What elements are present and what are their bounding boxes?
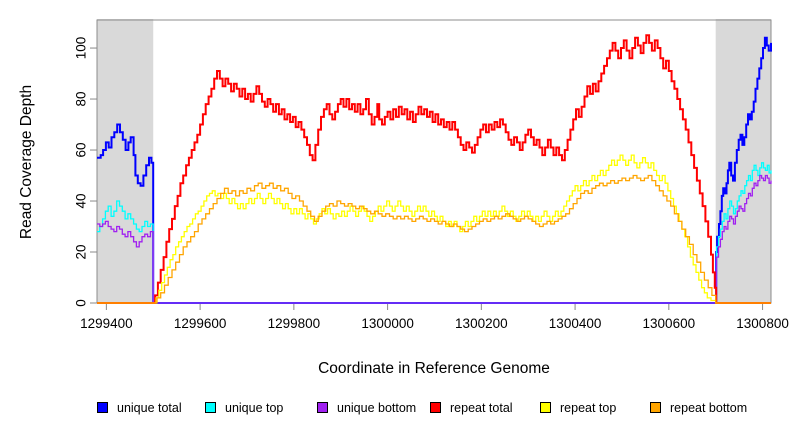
legend-item-unique-top: unique top xyxy=(205,400,284,415)
y-tick-label: 80 xyxy=(74,92,89,107)
legend-label: unique top xyxy=(225,400,284,415)
y-tick-label: 60 xyxy=(74,143,89,158)
legend-swatch-unique-bottom xyxy=(317,402,328,413)
x-tick-label: 1299800 xyxy=(268,316,321,331)
legend-item-repeat-top: repeat top xyxy=(540,400,617,415)
plot-border xyxy=(96,19,772,304)
x-tick-label: 1300200 xyxy=(455,316,508,331)
legend-label: repeat top xyxy=(560,400,617,415)
series-line-repeat-top xyxy=(97,154,771,304)
legend-label: repeat bottom xyxy=(670,400,748,415)
legend-item-repeat-bottom: repeat bottom xyxy=(650,400,748,415)
y-axis-title: Read Coverage Depth xyxy=(18,85,35,239)
legend-item-unique-total: unique total xyxy=(97,400,182,415)
legend-swatch-unique-total xyxy=(97,402,108,413)
x-tick-label: 1300600 xyxy=(643,316,696,331)
series-group xyxy=(97,34,772,304)
series-line-repeat-total xyxy=(97,34,771,304)
legend-swatch-repeat-top xyxy=(540,402,551,413)
legend-label: repeat total xyxy=(450,400,513,415)
series-line-unique-total xyxy=(97,36,772,304)
y-tick-label: 40 xyxy=(74,194,89,209)
legend-label: unique bottom xyxy=(337,400,417,415)
x-tick-label: 1299600 xyxy=(174,316,227,331)
x-tick-label: 1300000 xyxy=(361,316,414,331)
y-tick-label: 100 xyxy=(74,37,89,60)
axes-group: 1299400 1299600 1299800 1300000 1300200 13004… xyxy=(74,19,789,331)
series-line-unique-top xyxy=(97,162,772,304)
legend-swatch-repeat-bottom xyxy=(650,402,661,413)
legend-label: unique total xyxy=(117,400,182,415)
highlight-region xyxy=(715,19,771,303)
legend-swatch-unique-top xyxy=(205,402,216,413)
x-tick-label: 1300800 xyxy=(736,316,789,331)
highlight-region xyxy=(97,19,154,303)
x-tick-label: 1299400 xyxy=(80,316,133,331)
series-line-unique-bottom xyxy=(97,174,772,304)
y-tick-label: 20 xyxy=(74,244,89,259)
shaded-regions-group xyxy=(97,19,771,303)
legend-item-repeat-total: repeat total xyxy=(430,400,513,415)
series-line-repeat-bottom xyxy=(97,174,771,304)
plot-canvas: 1299400 1299600 1299800 1300000 1300200 13004… xyxy=(18,19,789,377)
legend-swatch-repeat-total xyxy=(430,402,441,413)
y-tick-label: 0 xyxy=(74,299,89,307)
legend-item-unique-bottom: unique bottom xyxy=(317,400,417,415)
x-tick-label: 1300400 xyxy=(549,316,602,331)
x-axis-title: Coordinate in Reference Genome xyxy=(318,360,550,377)
